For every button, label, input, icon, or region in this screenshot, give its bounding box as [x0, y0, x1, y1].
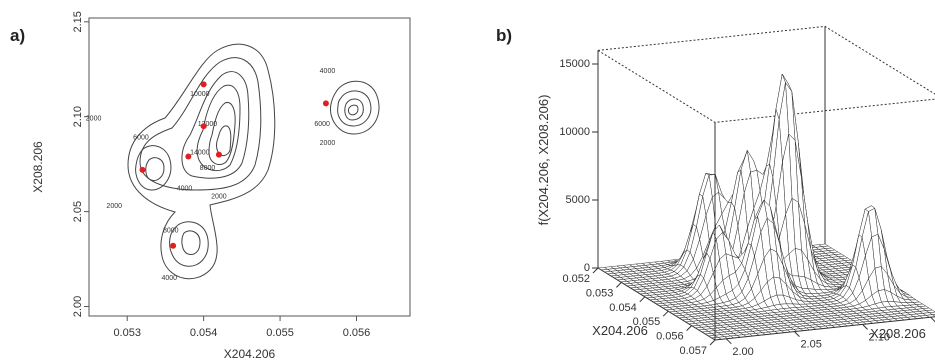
y-tick-label: 2.05 — [800, 339, 821, 351]
y-tick-label: 2.15 — [72, 11, 84, 32]
contour-line — [347, 104, 359, 116]
x-tick — [686, 325, 692, 331]
x-tick-label: 0.057 — [679, 345, 707, 357]
contour-value-label: 2000 — [86, 115, 102, 122]
data-point — [200, 81, 207, 88]
data-point — [139, 166, 146, 173]
data-point — [185, 153, 192, 160]
z-tick-label: 0 — [584, 262, 590, 274]
z-tick-label: 15000 — [559, 58, 590, 70]
contour-line — [216, 125, 232, 157]
contour-line — [181, 71, 250, 179]
y-tick — [794, 331, 800, 337]
box-edge — [597, 25, 935, 95]
x-axis-title: X204.206 — [592, 323, 648, 338]
data-point — [170, 242, 177, 249]
plot-frame — [88, 17, 411, 317]
x-axis-title: X204.206 — [224, 347, 276, 361]
contour-lines — [127, 43, 380, 280]
contour-value-label: 14000 — [190, 150, 210, 157]
panel-a-label: a) — [10, 26, 26, 45]
x-tick-label: 0.053 — [586, 287, 614, 299]
y-tick — [862, 324, 868, 330]
contour-line — [337, 90, 372, 127]
x-tick-label: 0.054 — [609, 302, 637, 314]
contour-value-label: 8000 — [163, 227, 179, 234]
contour-line — [196, 84, 241, 172]
box-edge — [597, 49, 935, 123]
y-tick-label: 2.10 — [72, 106, 84, 127]
x-tick — [662, 310, 669, 317]
x-tick-label: 0.056 — [343, 327, 371, 339]
contour-value-label: 6000 — [133, 134, 149, 141]
x-tick — [709, 339, 716, 346]
contour-line — [127, 43, 276, 280]
x-tick-label: 0.053 — [113, 327, 141, 339]
z-axis-title: f(X204.206, X208.206) — [536, 95, 551, 226]
x-tick — [592, 267, 599, 274]
y-tick-label: 2.00 — [732, 346, 753, 358]
contour-value-label: 4000 — [161, 275, 177, 282]
contour-line — [208, 101, 236, 166]
contour-value-label: 8000 — [200, 165, 216, 172]
x-tick-label: 0.055 — [266, 327, 294, 339]
x-tick — [616, 282, 622, 288]
data-point — [200, 123, 207, 130]
y-axis-title: X208.206 — [31, 141, 45, 193]
x-tick-label: 0.055 — [633, 316, 661, 328]
contour-line — [181, 230, 201, 255]
contour-value-label: 2000 — [211, 193, 227, 200]
x-tick-label: 0.052 — [562, 273, 590, 285]
y-axis-title: X208.206 — [870, 326, 926, 341]
contour-value-label: 6000 — [314, 121, 330, 128]
contour-line — [135, 145, 172, 191]
contour-line — [139, 57, 262, 191]
z-tick-label: 5000 — [566, 194, 590, 206]
contour-line — [145, 157, 165, 181]
contour-value-label: 12000 — [198, 121, 218, 128]
contour-value-label: 2000 — [106, 203, 122, 210]
contour-value-label: 10000 — [190, 91, 210, 98]
z-tick-label: 10000 — [559, 126, 590, 138]
y-tick-label: 2.00 — [72, 296, 84, 317]
contour-value-label: 4000 — [320, 68, 336, 75]
contour-line — [169, 221, 209, 267]
data-point — [215, 151, 222, 158]
x-tick-label: 0.056 — [656, 331, 684, 343]
y-tick-label: 2.10 — [869, 331, 890, 343]
contour-value-label: 2000 — [320, 140, 336, 147]
y-tick — [725, 338, 732, 345]
y-tick — [930, 316, 935, 323]
data-point — [322, 100, 329, 107]
y-tick-label: 2.05 — [72, 201, 84, 222]
surface-mesh — [597, 73, 935, 341]
contour-value-label: 4000 — [177, 186, 193, 193]
contour-line — [344, 98, 364, 121]
x-tick — [639, 296, 646, 303]
contour-line — [329, 80, 380, 135]
x-tick-label: 0.054 — [190, 327, 218, 339]
panel-b-label: b) — [496, 26, 513, 45]
